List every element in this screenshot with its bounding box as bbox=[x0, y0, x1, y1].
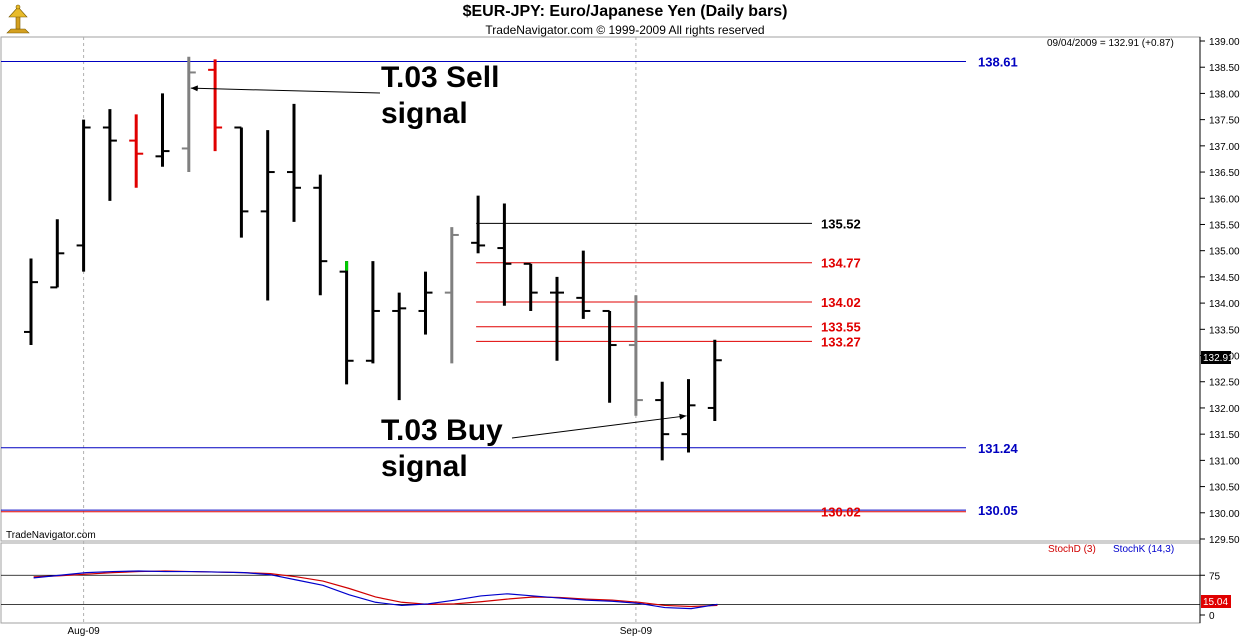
y-tick-label: 136.00 bbox=[1209, 194, 1240, 205]
ohlc-bar bbox=[707, 339, 722, 422]
ohlc-bar bbox=[50, 219, 65, 289]
sell-signal-title: T.03 Sell bbox=[381, 61, 499, 94]
y-tick-label: 139.00 bbox=[1209, 37, 1240, 48]
stochd-legend: StochD (3) bbox=[1048, 544, 1096, 555]
chart-title: $EUR-JPY: Euro/Japanese Yen (Daily bars) bbox=[462, 3, 788, 20]
level-label: 133.55 bbox=[821, 320, 861, 335]
level-label: 130.02 bbox=[821, 505, 861, 520]
price-panel-frame bbox=[0, 36, 1201, 542]
y-tick-label: 135.00 bbox=[1209, 247, 1240, 258]
y-tick-label: 129.50 bbox=[1209, 535, 1240, 546]
trade-navigator-logo-icon bbox=[3, 3, 33, 36]
ohlc-bar bbox=[655, 381, 670, 461]
y-tick-label: 138.50 bbox=[1209, 63, 1240, 74]
price-readout: 09/04/2009 = 132.91 (+0.87) bbox=[1047, 38, 1174, 49]
ohlc-bar bbox=[602, 309, 617, 403]
ohlc-bar bbox=[155, 93, 170, 167]
y-tick-label: 137.00 bbox=[1209, 142, 1240, 153]
ohlc-bar bbox=[392, 292, 407, 401]
copyright-notice: TradeNavigator.com © 1999-2009 All right… bbox=[485, 23, 765, 37]
ohlc-bar bbox=[681, 379, 696, 453]
y-tick-label: 132.50 bbox=[1209, 378, 1240, 389]
ohlc-bar bbox=[444, 227, 459, 364]
watermark: TradeNavigator.com bbox=[6, 530, 96, 541]
stoch-y-tick-label: 75 bbox=[1209, 571, 1221, 582]
ohlc-bar bbox=[576, 250, 591, 319]
last-price-box bbox=[1201, 351, 1231, 364]
y-tick-label: 136.50 bbox=[1209, 168, 1240, 179]
level-label: 131.24 bbox=[978, 441, 1019, 456]
ohlc-bar bbox=[418, 271, 433, 335]
y-tick-label: 131.00 bbox=[1209, 456, 1240, 467]
ohlc-bar bbox=[313, 174, 328, 296]
level-label: 130.05 bbox=[978, 503, 1018, 518]
buy-signal-subtitle: signal bbox=[381, 450, 468, 483]
last-price-label: 132.91 bbox=[1203, 353, 1234, 364]
y-tick-label: 135.50 bbox=[1209, 220, 1240, 231]
stochk-legend: StochK (14,3) bbox=[1113, 544, 1174, 555]
ohlc-bar bbox=[523, 262, 538, 311]
y-tick-label: 137.50 bbox=[1209, 116, 1240, 127]
ohlc-bar bbox=[181, 56, 196, 173]
ohlc-bar bbox=[260, 130, 275, 301]
stoch-last-box bbox=[1201, 595, 1231, 608]
ohlc-bar bbox=[208, 59, 223, 152]
ohlc-bar bbox=[628, 295, 643, 416]
level-label: 138.61 bbox=[978, 54, 1018, 69]
y-tick-label: 134.50 bbox=[1209, 273, 1240, 284]
ohlc-bar bbox=[471, 195, 486, 254]
sell-signal-arrow bbox=[190, 85, 381, 94]
buy-signal-title: T.03 Buy bbox=[381, 414, 503, 447]
stoch-last-label: 15.04 bbox=[1203, 597, 1228, 608]
buy-signal-arrow bbox=[511, 413, 687, 439]
sell-signal-subtitle: signal bbox=[381, 97, 468, 130]
y-tick-label: 133.50 bbox=[1209, 325, 1240, 336]
y-tick-label: 138.00 bbox=[1209, 89, 1240, 100]
ohlc-bar bbox=[497, 203, 512, 306]
stoch-series-line bbox=[33, 570, 718, 610]
y-tick-label: 134.00 bbox=[1209, 299, 1240, 310]
y-tick-label: 131.50 bbox=[1209, 430, 1240, 441]
stoch-panel-frame bbox=[0, 542, 1201, 624]
y-tick-label: 130.00 bbox=[1209, 509, 1240, 520]
level-label: 134.02 bbox=[821, 295, 861, 310]
level-label: 133.27 bbox=[821, 334, 861, 349]
ohlc-bar bbox=[24, 258, 38, 346]
level-label: 135.52 bbox=[821, 216, 861, 231]
ohlc-bar bbox=[287, 103, 301, 222]
ohlc-bar bbox=[129, 114, 144, 188]
ohlc-bar bbox=[76, 119, 91, 272]
y-tick-label: 132.00 bbox=[1209, 404, 1240, 415]
level-label: 134.77 bbox=[821, 256, 861, 271]
x-tick-label: Sep-09 bbox=[620, 626, 653, 637]
ohlc-bar bbox=[339, 261, 354, 385]
ohlc-bar bbox=[365, 261, 380, 364]
ohlc-bar bbox=[550, 276, 564, 361]
ohlc-bar bbox=[102, 109, 117, 201]
stoch-y-tick-label: 0 bbox=[1209, 611, 1215, 622]
x-tick-label: Aug-09 bbox=[67, 626, 100, 637]
y-tick-label: 130.50 bbox=[1209, 483, 1240, 494]
ohlc-bar bbox=[234, 126, 249, 238]
